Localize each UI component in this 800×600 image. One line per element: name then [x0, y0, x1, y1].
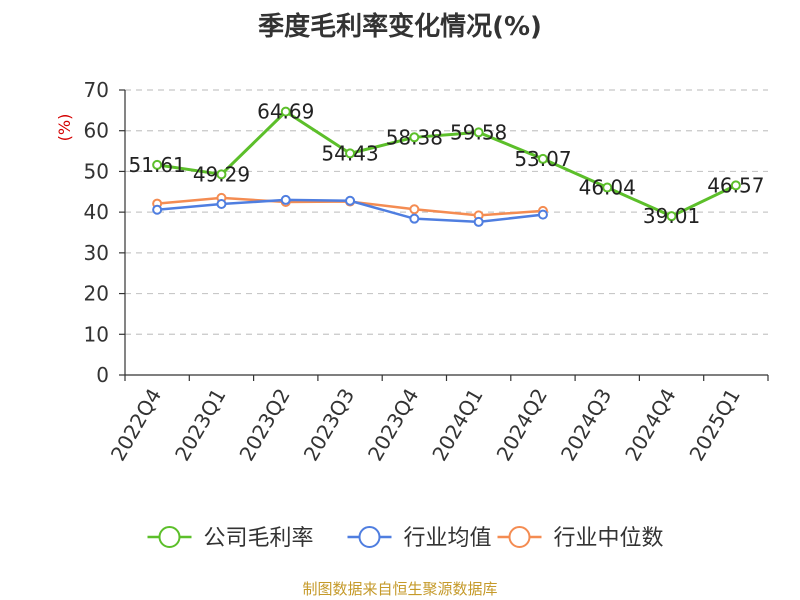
y-tick-label: 20	[84, 282, 109, 306]
data-point	[473, 216, 484, 227]
x-tick-label: 2024Q2	[492, 384, 552, 465]
data-label: 54.43	[321, 141, 378, 165]
data-point	[216, 199, 227, 209]
data-point	[280, 194, 291, 205]
data-point	[216, 169, 227, 180]
series	[152, 106, 741, 227]
y-tick-label: 40	[84, 200, 109, 224]
data-point	[537, 209, 548, 220]
y-tick-label: 50	[84, 159, 109, 183]
data-point	[409, 213, 420, 224]
legend-item[interactable]: 行业均值	[347, 526, 492, 551]
legend-label: 公司毛利率	[204, 526, 314, 551]
data-label: 64.69	[257, 100, 314, 124]
data-point	[280, 106, 291, 117]
y-tick-label: 0	[96, 363, 109, 387]
data-point	[152, 159, 163, 170]
series-line	[156, 110, 737, 218]
legend-label: 行业均值	[404, 526, 492, 551]
data-point	[409, 132, 420, 143]
x-tick-label: 2024Q4	[620, 384, 680, 465]
data-label: 51.61	[129, 153, 186, 177]
data-point	[602, 182, 613, 193]
y-tick-label: 60	[84, 119, 109, 143]
data-label: 46.04	[579, 176, 636, 200]
y-tick-label: 10	[84, 322, 109, 346]
data-point	[409, 204, 420, 215]
data-label: 58.38	[386, 125, 443, 149]
y-tick-label: 30	[84, 241, 109, 265]
data-label: 46.57	[707, 173, 764, 197]
legend-marker	[358, 526, 381, 548]
y-tick-label: 70	[84, 78, 109, 102]
legend-item[interactable]: 公司毛利率	[147, 526, 314, 551]
x-tick-label: 2025Q1	[684, 384, 744, 465]
data-label: 39.01	[643, 204, 700, 228]
data-point	[666, 211, 677, 222]
x-tick-label: 2023Q3	[299, 384, 359, 465]
data-point	[345, 195, 356, 206]
data-point	[345, 148, 356, 159]
x-tick-label: 2023Q1	[170, 384, 230, 465]
legend[interactable]: 公司毛利率 行业均值 行业中位数	[147, 526, 664, 551]
y-axis-label: (%)	[55, 114, 74, 142]
data-point	[730, 180, 741, 191]
x-tick-label: 2024Q3	[556, 384, 616, 465]
data-point	[152, 204, 163, 215]
source-note: 制图数据来自恒生聚源数据库	[302, 580, 498, 598]
x-tick-label: 2023Q2	[234, 384, 294, 465]
data-labels: 51.61 49.29 64.69 54.43 58.38 59.58 53.07 46.04…	[129, 100, 765, 229]
data-point	[537, 153, 548, 164]
legend-marker	[158, 526, 181, 548]
chart-title: 季度毛利率变化情况(%)	[258, 12, 542, 42]
legend-label: 行业中位数	[554, 526, 664, 551]
data-point	[473, 127, 484, 138]
legend-item[interactable]: 行业中位数	[497, 526, 664, 551]
data-label: 53.07	[514, 147, 571, 171]
data-label: 49.29	[193, 162, 250, 186]
legend-marker	[508, 526, 531, 548]
data-label: 59.58	[450, 120, 507, 144]
x-tick-label: 2023Q4	[363, 384, 423, 465]
x-tick-label: 2024Q1	[427, 384, 487, 465]
x-tick-label: 2022Q4	[106, 384, 166, 465]
